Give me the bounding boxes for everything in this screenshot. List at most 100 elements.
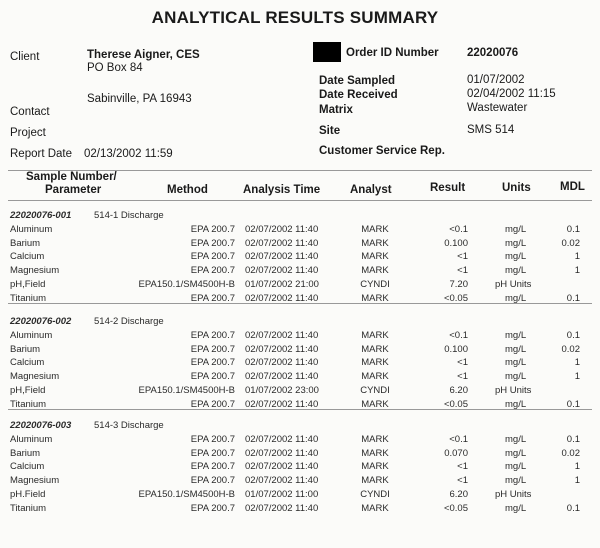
- method: EPA 200.7: [190, 223, 235, 235]
- result-value: <1: [457, 251, 468, 263]
- result-value: <0.05: [443, 502, 468, 514]
- result-value: <0.05: [443, 398, 468, 410]
- analysis-time: 02/07/2002 11:40: [245, 237, 319, 249]
- mdl-value: 0.1: [566, 398, 580, 410]
- parameter-name: Magnesium: [10, 475, 60, 487]
- date-received-label: Date Received: [319, 89, 398, 101]
- parameter-name: Magnesium: [10, 265, 60, 277]
- header-mdl: MDL: [560, 181, 585, 193]
- result-value: 0.070: [444, 447, 468, 459]
- sample-number: 22020076-003: [10, 420, 72, 431]
- header-analyst: Analyst: [350, 184, 392, 196]
- mdl-value: 1: [574, 251, 580, 263]
- analyst: MARK: [361, 371, 389, 383]
- units: mg/L: [505, 329, 527, 341]
- units: pH Units: [495, 489, 532, 500]
- units: mg/L: [505, 398, 527, 410]
- client-address-1: PO Box 84: [87, 62, 143, 74]
- parameter-name: pH,Field: [10, 385, 46, 396]
- method: EPA 200.7: [190, 237, 235, 249]
- analyst: MARK: [361, 292, 389, 304]
- header-parameter: Parameter: [45, 184, 102, 196]
- units: mg/L: [505, 292, 527, 304]
- mdl-value: 1: [574, 461, 580, 473]
- analysis-time: 02/07/2002 11:40: [245, 357, 319, 369]
- analyst: MARK: [361, 433, 389, 445]
- divider: [8, 302, 592, 304]
- page-title: ANALYTICAL RESULTS SUMMARY: [151, 8, 439, 27]
- method: EPA 200.7: [190, 433, 235, 445]
- mdl-value: 1: [574, 265, 580, 277]
- method: EPA 200.7: [190, 461, 235, 473]
- sample-number: 22020076-001: [10, 210, 72, 221]
- analyst: MARK: [361, 329, 389, 341]
- project-label: Project: [10, 127, 46, 139]
- analysis-time: 02/07/2002 11:40: [245, 447, 319, 459]
- result-value: <1: [457, 371, 468, 383]
- analysis-time: 01/07/2002 23:00: [245, 385, 319, 396]
- analyst: MARK: [361, 447, 389, 459]
- analyst: MARK: [361, 398, 389, 410]
- method: EPA 200.7: [190, 343, 235, 355]
- analysis-time: 02/07/2002 11:40: [245, 502, 319, 514]
- result-value: <0.1: [449, 433, 468, 445]
- header-units: Units: [502, 182, 531, 194]
- result-value: <1: [457, 475, 468, 487]
- method: EPA 200.7: [190, 292, 235, 304]
- mdl-value: 0.02: [561, 237, 581, 249]
- result-value: <1: [457, 357, 468, 369]
- divider: [8, 170, 592, 171]
- analysis-time: 02/07/2002 11:40: [245, 223, 319, 235]
- method: EPA 200.7: [190, 251, 235, 263]
- report-date-label: Report Date: [10, 148, 73, 160]
- result-value: <1: [457, 461, 468, 473]
- date-sampled-label: Date Sampled: [319, 75, 396, 87]
- header-method: Method: [167, 184, 208, 196]
- result-value: 6.20: [449, 385, 469, 396]
- divider: [8, 200, 592, 201]
- analysis-time: 02/07/2002 11:40: [245, 398, 319, 410]
- date-received-value: 02/04/2002 11:15: [467, 88, 556, 100]
- result-value: <0.1: [449, 223, 468, 235]
- mdl-value: 1: [574, 371, 580, 383]
- date-sampled-value: 01/07/2002: [467, 74, 525, 86]
- analyst: MARK: [361, 251, 389, 263]
- mdl-value: 0.1: [566, 292, 580, 304]
- result-value: 6.20: [449, 489, 469, 500]
- redaction-box: [313, 42, 341, 62]
- report-date-value: 02/13/2002 11:59: [84, 148, 173, 160]
- client-label: Client: [10, 51, 40, 63]
- divider: [8, 408, 592, 410]
- parameter-name: Barium: [10, 447, 41, 459]
- method: EPA 200.7: [190, 357, 235, 369]
- units: pH Units: [495, 385, 532, 396]
- analysis-time: 02/07/2002 11:40: [245, 461, 319, 473]
- mdl-value: 0.02: [561, 343, 581, 355]
- units: mg/L: [505, 475, 527, 487]
- analyst: CYNDI: [360, 385, 390, 396]
- analysis-time: 02/07/2002 11:40: [245, 343, 319, 355]
- method: EPA 200.7: [190, 475, 235, 487]
- customer-service-rep-label: Customer Service Rep.: [319, 145, 445, 157]
- sample-description: 514-3 Discharge: [94, 420, 164, 431]
- parameter-name: pH,Field: [10, 279, 46, 290]
- result-value: <0.05: [443, 292, 468, 304]
- analysis-time: 02/07/2002 11:40: [245, 329, 319, 341]
- client-name: Therese Aigner, CES: [87, 49, 200, 61]
- analyst: CYNDI: [360, 279, 390, 290]
- mdl-value: 1: [574, 357, 580, 369]
- method: EPA150.1/SM4500H-B: [138, 489, 235, 500]
- mdl-value: 0.1: [566, 329, 580, 341]
- units: mg/L: [505, 447, 527, 459]
- parameter-name: Magnesium: [10, 371, 60, 383]
- parameter-name: pH.Field: [10, 489, 46, 500]
- sample-number: 22020076-002: [10, 316, 72, 327]
- analyst: MARK: [361, 461, 389, 473]
- analysis-time: 02/07/2002 11:40: [245, 433, 319, 445]
- header-analysis-time: Analysis Time: [243, 184, 321, 196]
- method: EPA150.1/SM4500H-B: [138, 279, 235, 290]
- analysis-time: 02/07/2002 11:40: [245, 475, 319, 487]
- analyst: MARK: [361, 357, 389, 369]
- sample-description: 514-1 Discharge: [94, 210, 164, 221]
- matrix-value: Wastewater: [467, 102, 528, 114]
